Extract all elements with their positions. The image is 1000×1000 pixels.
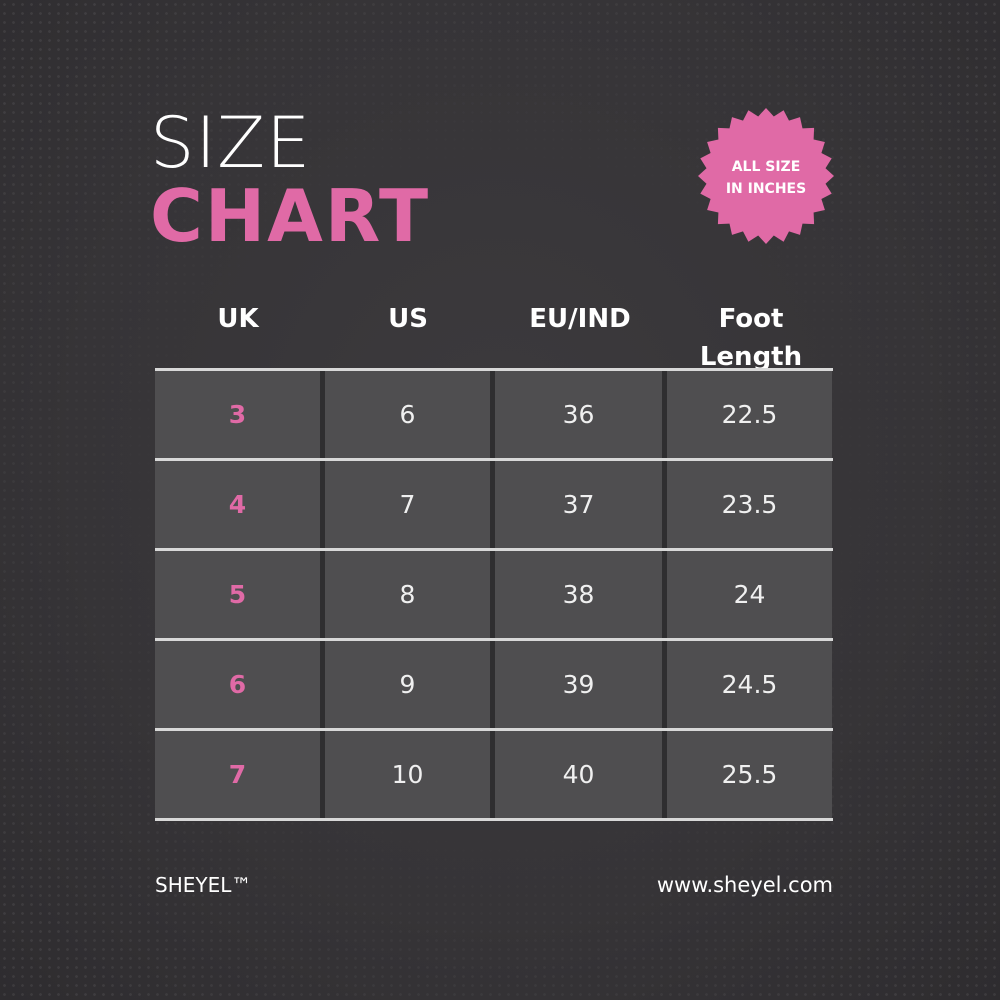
cell-us: 7	[325, 461, 490, 548]
badge-line2: IN INCHES	[725, 181, 807, 197]
cell-uk: 4	[155, 461, 320, 548]
column-divider	[490, 551, 495, 638]
cell-us: 6	[325, 371, 490, 458]
brand-name: SHEYEL™	[155, 873, 252, 897]
cell-us: 8	[325, 551, 490, 638]
title-size: SIZE	[150, 102, 312, 184]
units-badge: ALL SIZE IN INCHES	[698, 156, 834, 200]
header-us: US	[388, 304, 428, 334]
row-divider	[155, 638, 833, 641]
column-divider	[490, 731, 495, 818]
table-row: 7 10 40 25.5	[155, 731, 833, 818]
column-divider	[490, 641, 495, 728]
table-row: 4 7 37 23.5	[155, 461, 833, 548]
cell-us: 10	[325, 731, 490, 818]
column-divider	[320, 371, 325, 458]
table-row: 5 8 38 24	[155, 551, 833, 638]
table-row: 3 6 36 22.5	[155, 371, 833, 458]
column-divider	[320, 461, 325, 548]
row-divider	[155, 368, 833, 371]
column-divider	[662, 731, 667, 818]
column-divider	[320, 551, 325, 638]
title-chart: CHART	[150, 174, 431, 258]
cell-eu: 37	[495, 461, 662, 548]
column-divider	[662, 551, 667, 638]
cell-uk: 7	[155, 731, 320, 818]
column-divider	[320, 731, 325, 818]
cell-eu: 36	[495, 371, 662, 458]
cell-foot: 22.5	[667, 371, 832, 458]
table-row: 6 9 39 24.5	[155, 641, 833, 728]
header-uk: UK	[217, 304, 259, 334]
column-divider	[662, 371, 667, 458]
cell-foot: 24	[667, 551, 832, 638]
row-divider	[155, 548, 833, 551]
cell-foot: 25.5	[667, 731, 832, 818]
badge-line1: ALL SIZE	[731, 159, 801, 175]
cell-foot: 24.5	[667, 641, 832, 728]
column-divider	[490, 371, 495, 458]
website-link[interactable]: www.sheyel.com	[656, 873, 833, 897]
column-divider	[662, 461, 667, 548]
cell-eu: 39	[495, 641, 662, 728]
column-divider	[662, 641, 667, 728]
badge-starburst-icon	[698, 108, 834, 244]
row-divider	[155, 728, 833, 731]
row-divider	[155, 818, 833, 821]
column-divider	[490, 461, 495, 548]
cell-uk: 5	[155, 551, 320, 638]
column-divider	[320, 641, 325, 728]
row-divider	[155, 458, 833, 461]
header-foot-length: Foot Length	[699, 304, 803, 372]
cell-foot: 23.5	[667, 461, 832, 548]
cell-us: 9	[325, 641, 490, 728]
header-eu-ind: EU/IND	[529, 304, 631, 334]
size-table: 3 6 36 22.5 4 7 37 23.5 5 8 38 24 6 9 39 24.5 7 10 40 25.5	[155, 368, 833, 821]
cell-uk: 3	[155, 371, 320, 458]
cell-uk: 6	[155, 641, 320, 728]
cell-eu: 38	[495, 551, 662, 638]
cell-eu: 40	[495, 731, 662, 818]
